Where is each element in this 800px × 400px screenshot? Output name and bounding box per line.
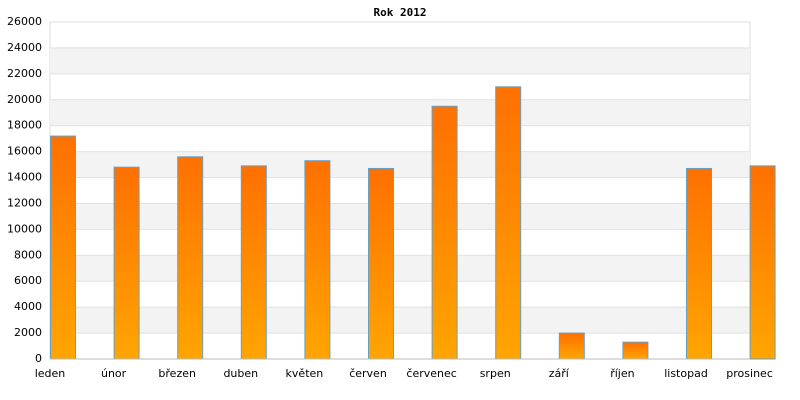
bar (368, 167, 394, 360)
grid-band (50, 151, 750, 178)
y-tick-label: 4000 (14, 300, 42, 313)
bar (495, 86, 522, 360)
y-tick-label: 8000 (14, 248, 42, 261)
y-tick-label: 12000 (7, 196, 42, 209)
x-tick-label: březen (158, 367, 196, 380)
bar (177, 156, 204, 360)
x-tick-label: květen (286, 367, 324, 380)
y-tick-label: 22000 (7, 67, 42, 80)
bar (749, 165, 776, 360)
grid-band (50, 307, 750, 334)
x-tick-label: únor (101, 367, 127, 380)
y-tick-label: 26000 (7, 15, 42, 28)
x-tick-label: leden (35, 367, 66, 380)
bar (240, 165, 267, 360)
y-tick-label: 24000 (7, 41, 42, 54)
y-tick-label: 0 (35, 352, 42, 365)
x-tick-label: červen (349, 367, 387, 380)
y-tick-label: 18000 (7, 119, 42, 132)
x-tick-label: červenec (406, 367, 456, 380)
y-tick-label: 2000 (14, 326, 42, 339)
x-tick-label: prosinec (726, 367, 773, 380)
bar (50, 135, 76, 360)
grid-band (50, 203, 750, 230)
x-tick-label: září (549, 367, 570, 380)
y-tick-label: 6000 (14, 274, 42, 287)
x-tick-label: srpen (480, 367, 511, 380)
x-tick-label: říjen (610, 367, 634, 380)
bar (558, 332, 585, 360)
y-tick-label: 16000 (7, 145, 42, 158)
bar (304, 160, 331, 360)
y-tick-label: 14000 (7, 171, 42, 184)
y-tick-label: 10000 (7, 222, 42, 235)
grid-band (50, 255, 750, 282)
y-tick-label: 20000 (7, 93, 42, 106)
plot-area (49, 21, 751, 360)
chart-title: Rok 2012 (374, 6, 427, 19)
x-tick-label: duben (223, 367, 258, 380)
bar (686, 167, 712, 360)
bar (113, 166, 140, 360)
grid-band (50, 47, 750, 74)
bar (622, 341, 649, 360)
x-tick-label: listopad (664, 367, 708, 380)
bar (431, 105, 458, 360)
grid-band (50, 99, 750, 126)
